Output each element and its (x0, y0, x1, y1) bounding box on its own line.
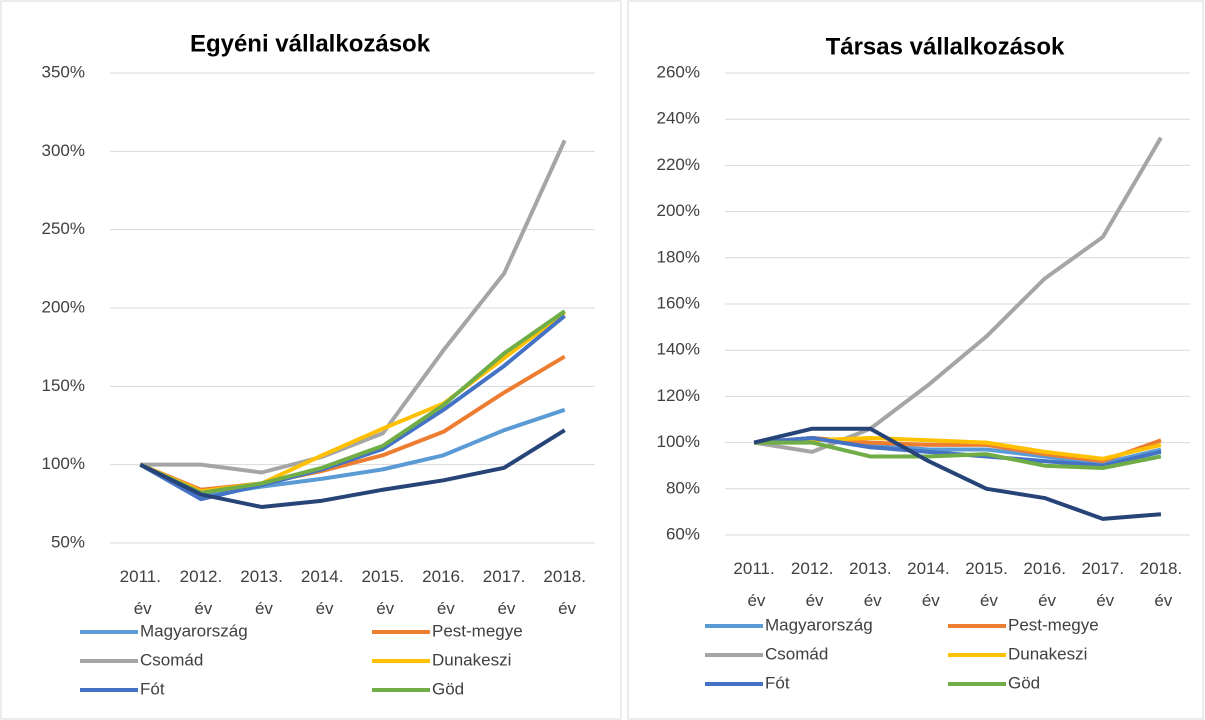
x-tick-label: 2014. év (907, 559, 950, 610)
y-tick-label: 60% (666, 524, 700, 543)
x-tick-label: 2012. év (791, 559, 834, 610)
y-tick-label: 240% (657, 109, 700, 128)
x-tick-label: 2011. év (120, 567, 161, 618)
x-tick-label: 2018. év (1140, 559, 1183, 610)
legend-label: Csomád (140, 650, 203, 669)
y-tick-label: 220% (657, 155, 700, 174)
y-tick-label: 260% (657, 62, 700, 81)
y-tick-label: 100% (657, 432, 700, 451)
chart-title: Egyéni vállalkozások (190, 30, 431, 57)
y-tick-label: 100% (42, 454, 85, 473)
y-tick-label: 200% (657, 201, 700, 220)
legend-label: Pest-megye (432, 621, 523, 640)
legend-label: Fót (140, 679, 165, 698)
series-line (139, 407, 566, 498)
y-tick-label: 200% (42, 297, 85, 316)
x-tick-label: 2015. év (362, 567, 405, 618)
legend-label: Magyarország (765, 615, 873, 634)
series-line (140, 139, 567, 475)
series-line (139, 309, 566, 495)
x-tick-label: 2012. év (180, 567, 223, 618)
y-tick-label: 120% (657, 386, 700, 405)
series-line (753, 136, 1163, 454)
legend-label: Dunakeszi (432, 650, 511, 669)
series-line (753, 426, 1162, 521)
y-tick-label: 180% (657, 247, 700, 266)
x-tick-label: 2015. év (965, 559, 1008, 610)
x-tick-label: 2017. év (1082, 559, 1125, 610)
y-tick-label: 250% (42, 219, 85, 238)
series-line (139, 428, 566, 509)
x-tick-label: 2014. év (301, 567, 344, 618)
y-tick-label: 150% (42, 376, 85, 395)
y-tick-label: 50% (51, 532, 85, 551)
series-line (754, 440, 1162, 471)
legend-label: Göd (1008, 673, 1040, 692)
legend-label: Magyarország (140, 621, 248, 640)
chart-title: Társas vállalkozások (826, 33, 1065, 60)
y-tick-label: 160% (657, 293, 700, 312)
legend-label: Göd (432, 679, 464, 698)
x-tick-label: 2013. év (240, 567, 283, 618)
y-tick-label: 300% (42, 141, 85, 160)
x-tick-label: 2016. év (422, 567, 465, 618)
y-tick-label: 80% (666, 478, 700, 497)
legend-label: Dunakeszi (1008, 644, 1087, 663)
panel-left (0, 0, 622, 720)
legend-label: Fót (765, 673, 790, 692)
x-tick-label: 2017. év (483, 567, 526, 618)
x-tick-label: 2016. év (1023, 559, 1066, 610)
y-tick-label: 140% (657, 340, 700, 359)
panel-right (627, 0, 1204, 720)
legend-label: Pest-megye (1008, 615, 1099, 634)
legend-label: Csomád (765, 644, 828, 663)
x-tick-label: 2018. év (543, 567, 586, 618)
x-tick-label: 2011. év (733, 559, 774, 610)
y-tick-label: 350% (42, 62, 85, 81)
x-tick-label: 2013. év (849, 559, 892, 610)
